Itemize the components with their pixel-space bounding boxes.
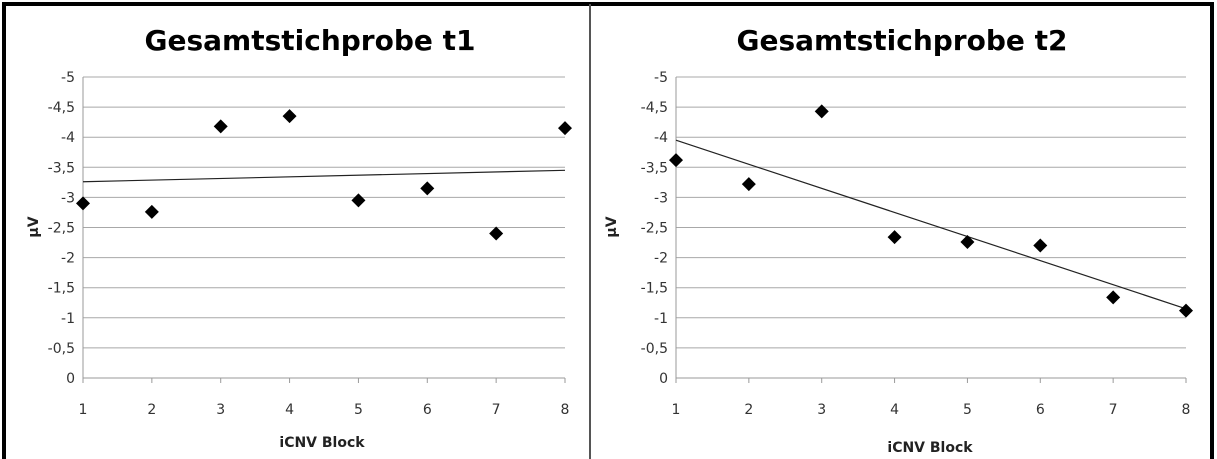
x-tick-label: 3 <box>216 402 225 418</box>
y-tick-label: -2 <box>61 251 75 267</box>
y-tick-labels: 0 -0,5 -1 -1,5 -2 -2,5 -3 -3,5 -4 -4,5 -5 <box>48 70 75 387</box>
data-point <box>76 196 90 211</box>
x-tick-label: 8 <box>1182 402 1191 418</box>
x-tick-label: 2 <box>147 402 156 418</box>
y-tick-labels: 0 -0,5 -1 -1,5 -2 -2,5 -3 -3,5 -4 -4,5 -5 <box>641 70 668 387</box>
y-tick-label: -5 <box>654 70 668 86</box>
x-tick-label: 4 <box>285 402 294 418</box>
x-tick-label: 1 <box>79 402 88 418</box>
y-tick-label: -0,5 <box>641 341 668 357</box>
x-tick-label: 6 <box>423 402 432 418</box>
x-tick-label: 7 <box>492 402 501 418</box>
y-tick-label: -1,5 <box>641 281 668 297</box>
x-tick-label: 7 <box>1109 402 1118 418</box>
data-point <box>887 230 902 245</box>
data-points <box>76 109 572 241</box>
data-point <box>144 204 159 219</box>
x-tick-label: 5 <box>354 402 363 418</box>
y-tick-label: -3 <box>654 190 668 206</box>
data-point <box>213 119 228 134</box>
data-point <box>741 177 756 192</box>
y-tick-label: -3,5 <box>641 160 668 176</box>
gridlines <box>82 76 566 383</box>
gridlines <box>675 76 1187 383</box>
data-point <box>669 153 683 168</box>
data-point <box>960 234 975 249</box>
y-tick-label: -1 <box>654 311 668 327</box>
data-point <box>489 226 504 241</box>
y-tick-label: -3 <box>61 190 75 206</box>
x-tick-label: 2 <box>744 402 753 418</box>
y-tick-label: -4,5 <box>641 100 668 116</box>
chart-title: Gesamtstichprobe t1 <box>144 24 475 57</box>
x-tick-label: 1 <box>672 402 681 418</box>
data-point <box>1179 303 1193 318</box>
y-tick-label: -3,5 <box>48 160 75 176</box>
data-point <box>351 193 366 208</box>
trendline-layer <box>82 169 566 183</box>
trendline-layer <box>675 139 1187 310</box>
y-tick-label: -1,5 <box>48 281 75 297</box>
y-tick-label: -0,5 <box>48 341 75 357</box>
x-axis-title: iCNV Block <box>887 440 973 456</box>
y-tick-label: 0 <box>66 371 75 387</box>
x-tick-labels: 1 2 3 4 5 6 7 8 <box>672 402 1191 418</box>
x-axis-title: iCNV Block <box>279 435 365 451</box>
data-points <box>669 104 1193 318</box>
x-tick-label: 8 <box>561 402 570 418</box>
x-tick-labels: 1 2 3 4 5 6 7 8 <box>79 402 570 418</box>
data-point <box>558 121 572 136</box>
y-tick-label: -4,5 <box>48 100 75 116</box>
y-tick-label: -1 <box>61 311 75 327</box>
x-tick-label: 4 <box>890 402 899 418</box>
y-tick-label: -2,5 <box>48 221 75 237</box>
y-tick-label: -2,5 <box>641 221 668 237</box>
trendline <box>82 169 566 183</box>
data-point <box>282 109 297 124</box>
y-tick-label: -4 <box>654 130 668 146</box>
y-tick-label: 0 <box>659 371 668 387</box>
chart-title: Gesamtstichprobe t2 <box>736 24 1067 57</box>
chart-panel-t1: Gesamtstichprobe t1 0 -0,5 -1 -1,5 -2 -2,5 -3 -… <box>26 24 572 451</box>
x-tick-label: 6 <box>1036 402 1045 418</box>
data-point <box>1106 290 1121 305</box>
data-point <box>814 104 829 119</box>
y-axis-title: µV <box>26 216 42 237</box>
y-tick-label: -5 <box>61 70 75 86</box>
y-tick-label: -2 <box>654 251 668 267</box>
data-point <box>420 181 435 196</box>
data-point <box>1033 238 1048 253</box>
y-tick-label: -4 <box>61 130 75 146</box>
y-axis-title: µV <box>604 216 620 237</box>
x-tick-label: 3 <box>817 402 826 418</box>
chart-panel-t2: Gesamtstichprobe t2 0 -0,5 -1 -1,5 -2 -2,5 -3 -… <box>604 24 1193 456</box>
x-tick-label: 5 <box>963 402 972 418</box>
trendline <box>675 139 1187 310</box>
